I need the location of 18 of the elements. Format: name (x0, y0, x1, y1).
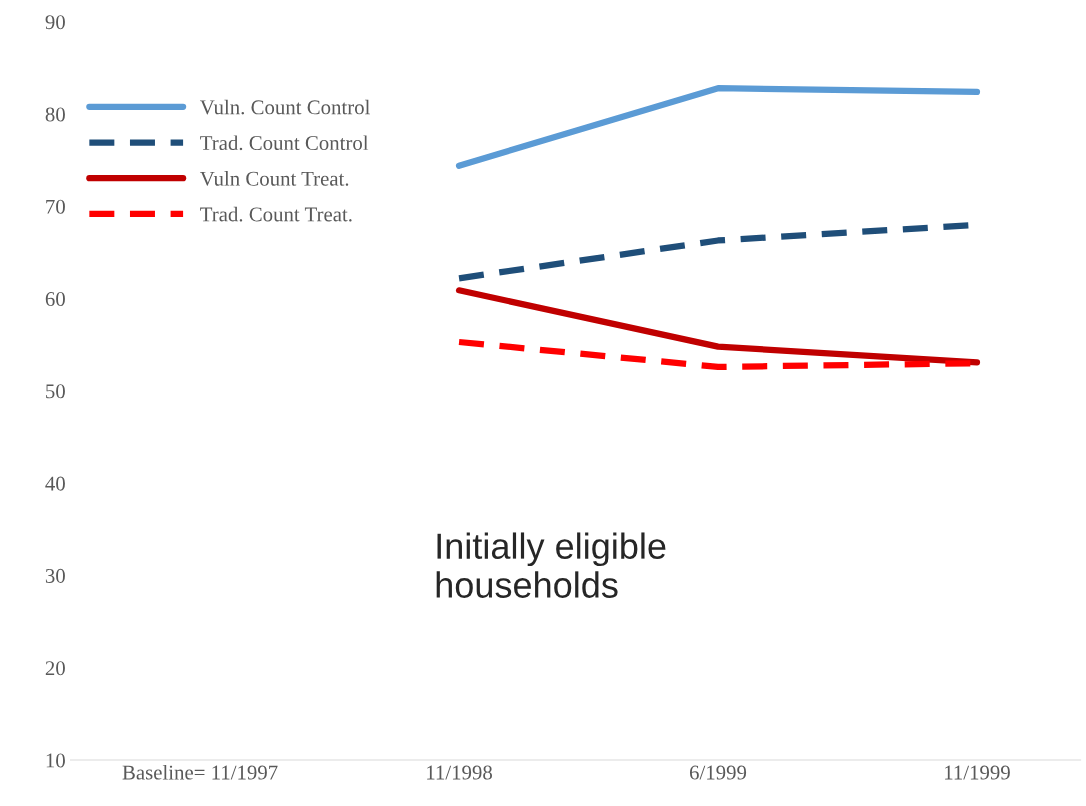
y-tick-label: 50 (46, 384, 65, 399)
y-tick-label: 40 (45, 476, 65, 491)
y-tick-label: 30 (45, 568, 65, 583)
x-tick-label: Baseline= 11/1997 (122, 764, 278, 780)
x-tick-label: 6/1999 (689, 765, 747, 780)
y-tick-label: 70 (46, 199, 65, 214)
y-tick-label: 20 (45, 661, 65, 676)
y-tick-label: 80 (45, 107, 65, 122)
legend-label: Vuln Count Treat. (199, 171, 349, 186)
legend-label: Trad. Count Treat. (200, 206, 352, 222)
legend-label: Vuln. Count Control (199, 99, 370, 115)
y-tick-label: 10 (46, 753, 65, 768)
y-tick-label: 90 (45, 15, 65, 30)
x-tick-label: 11/1999 (945, 765, 1010, 780)
y-tick-label: 60 (45, 292, 65, 307)
legend-label: Trad. Count Control (200, 135, 369, 151)
annotation: Initially eligible households (436, 532, 666, 598)
x-tick-label: 11/1998 (427, 765, 492, 780)
